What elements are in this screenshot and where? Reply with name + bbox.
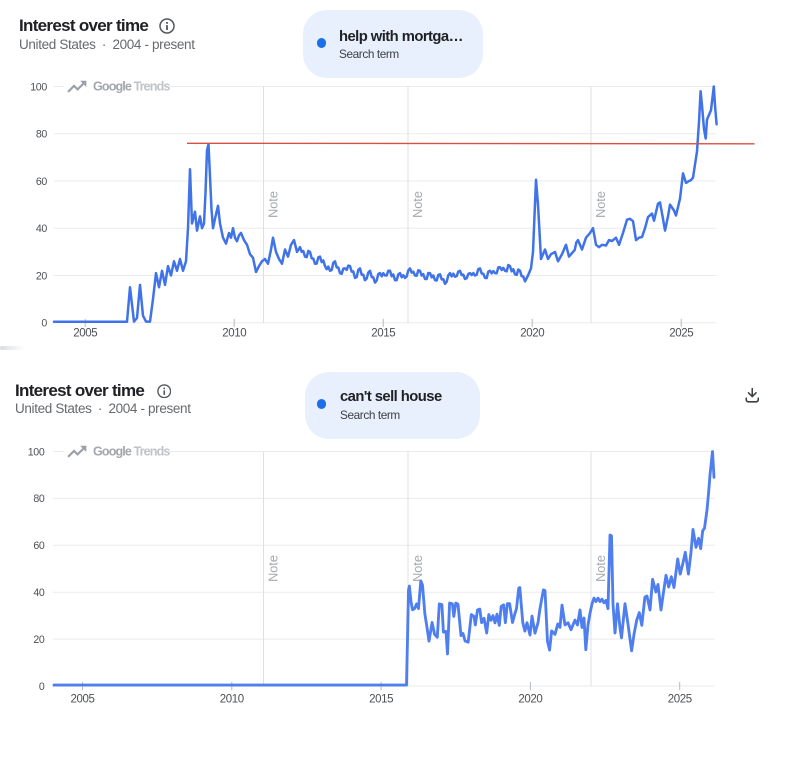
- svg-text:2005: 2005: [71, 694, 95, 706]
- svg-text:80: 80: [36, 129, 48, 141]
- svg-text:2015: 2015: [371, 327, 395, 339]
- svg-text:20: 20: [33, 634, 45, 646]
- svg-text:2020: 2020: [520, 327, 544, 339]
- svg-text:0: 0: [39, 681, 45, 693]
- svg-text:40: 40: [33, 587, 45, 599]
- svg-text:100: 100: [28, 446, 45, 458]
- svg-text:Note: Note: [594, 191, 608, 218]
- svg-text:80: 80: [33, 493, 45, 505]
- svg-text:2005: 2005: [73, 327, 97, 339]
- svg-text:Google Trends: Google Trends: [93, 445, 170, 459]
- svg-text:Note: Note: [411, 555, 425, 582]
- svg-text:Note: Note: [267, 191, 281, 218]
- svg-text:2015: 2015: [369, 694, 393, 706]
- svg-text:Note: Note: [411, 191, 425, 218]
- svg-text:40: 40: [36, 223, 48, 235]
- svg-text:2020: 2020: [518, 694, 542, 706]
- svg-text:2025: 2025: [668, 694, 692, 706]
- svg-text:100: 100: [30, 81, 47, 93]
- svg-text:Google Trends: Google Trends: [93, 80, 170, 94]
- svg-text:Note: Note: [594, 555, 608, 582]
- svg-text:2010: 2010: [220, 694, 244, 706]
- svg-text:0: 0: [41, 318, 47, 330]
- svg-text:60: 60: [36, 176, 48, 188]
- svg-text:20: 20: [36, 270, 48, 282]
- svg-text:60: 60: [33, 540, 45, 552]
- svg-text:2025: 2025: [669, 327, 693, 339]
- svg-text:Note: Note: [267, 555, 281, 582]
- svg-text:2010: 2010: [222, 327, 246, 339]
